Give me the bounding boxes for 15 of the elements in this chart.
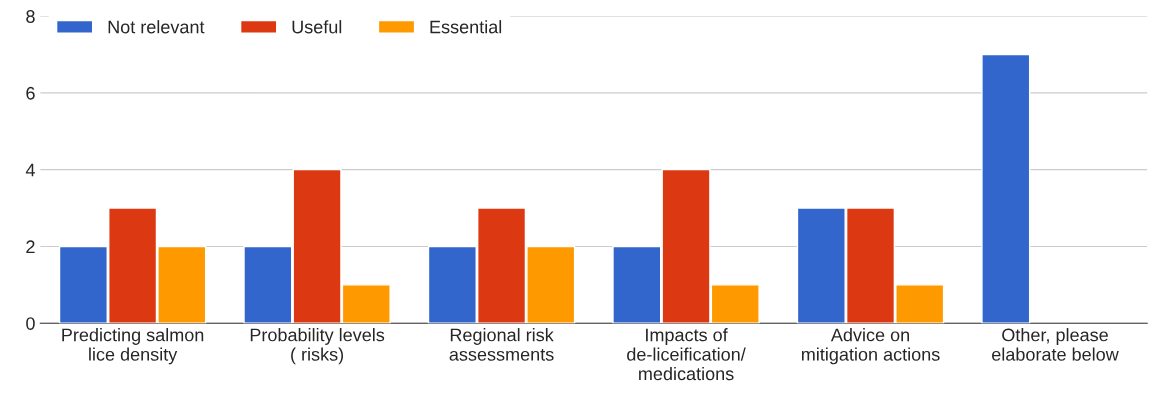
y-tick-label: 6 bbox=[26, 86, 35, 100]
x-tick-label: Advice on mitigation actions bbox=[801, 328, 940, 365]
legend-label: Not relevant bbox=[108, 20, 205, 34]
legend-label: Essential bbox=[430, 20, 502, 34]
x-tick-label: Predicting salmon lice density bbox=[62, 328, 204, 365]
x-tick-label: Impacts of de-liceification/ medications bbox=[627, 328, 746, 381]
y-tick-label: 8 bbox=[26, 10, 35, 23]
x-tick-label: Other, please elaborate below bbox=[992, 328, 1119, 361]
x-tick-label: Probability levels ( risks) bbox=[250, 328, 385, 365]
y-tick-label: 0 bbox=[26, 317, 35, 330]
bar bbox=[981, 53, 1031, 324]
x-tick-label: Regional risk assessments bbox=[449, 328, 554, 361]
legend-label: Useful bbox=[292, 20, 342, 34]
y-tick-label: 4 bbox=[25, 163, 35, 177]
y-tick-label: 2 bbox=[26, 240, 35, 253]
